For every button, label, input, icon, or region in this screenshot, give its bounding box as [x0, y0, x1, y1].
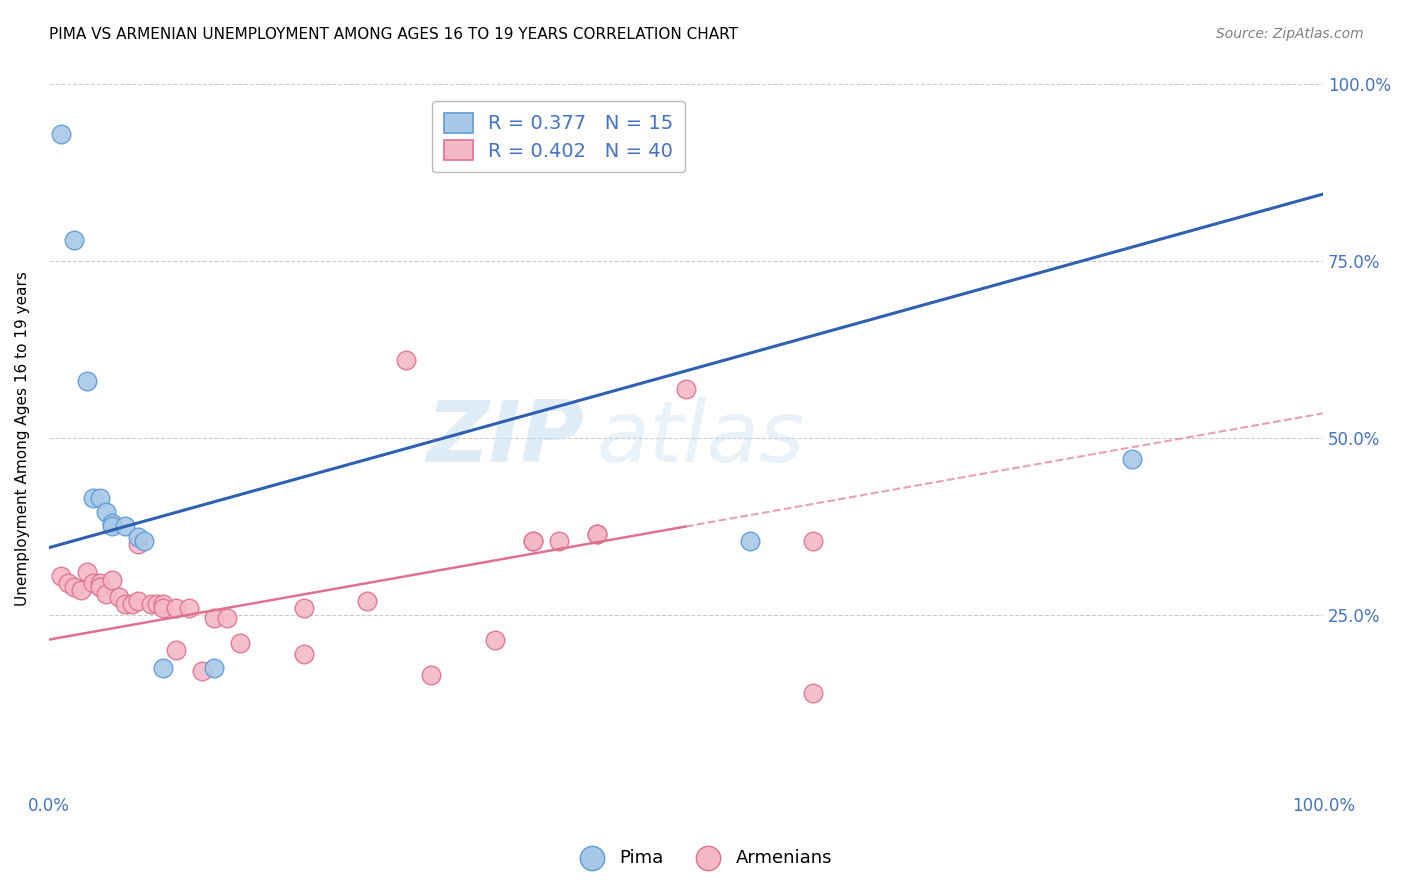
- Point: [121, 597, 143, 611]
- Point: [738, 533, 761, 548]
- Point: [585, 526, 607, 541]
- Point: [127, 530, 149, 544]
- Point: [51, 569, 73, 583]
- Y-axis label: Unemployment Among Ages 16 to 19 years: Unemployment Among Ages 16 to 19 years: [15, 270, 30, 606]
- Point: [229, 636, 252, 650]
- Point: [1121, 452, 1143, 467]
- Legend: Pima, Armenians: Pima, Armenians: [567, 842, 839, 874]
- Point: [165, 643, 187, 657]
- Point: [63, 580, 86, 594]
- Text: PIMA VS ARMENIAN UNEMPLOYMENT AMONG AGES 16 TO 19 YEARS CORRELATION CHART: PIMA VS ARMENIAN UNEMPLOYMENT AMONG AGES…: [49, 27, 738, 42]
- Point: [134, 533, 156, 548]
- Point: [394, 353, 416, 368]
- Point: [420, 668, 443, 682]
- Point: [127, 593, 149, 607]
- Point: [89, 580, 111, 594]
- Point: [522, 533, 544, 548]
- Text: Source: ZipAtlas.com: Source: ZipAtlas.com: [1216, 27, 1364, 41]
- Point: [101, 573, 124, 587]
- Point: [76, 375, 98, 389]
- Point: [94, 505, 117, 519]
- Point: [89, 491, 111, 506]
- Point: [675, 382, 697, 396]
- Point: [484, 632, 506, 647]
- Point: [204, 611, 226, 625]
- Point: [803, 533, 825, 548]
- Legend: R = 0.377   N = 15, R = 0.402   N = 40: R = 0.377 N = 15, R = 0.402 N = 40: [432, 101, 685, 172]
- Point: [101, 519, 124, 533]
- Point: [76, 566, 98, 580]
- Text: atlas: atlas: [596, 397, 804, 480]
- Point: [217, 611, 239, 625]
- Point: [63, 233, 86, 247]
- Point: [82, 491, 104, 506]
- Point: [69, 583, 91, 598]
- Point: [585, 526, 607, 541]
- Point: [803, 686, 825, 700]
- Point: [89, 576, 111, 591]
- Point: [146, 597, 169, 611]
- Point: [190, 665, 212, 679]
- Text: ZIP: ZIP: [426, 397, 583, 480]
- Point: [114, 597, 136, 611]
- Point: [152, 661, 174, 675]
- Point: [152, 600, 174, 615]
- Point: [152, 597, 174, 611]
- Point: [547, 533, 569, 548]
- Point: [82, 576, 104, 591]
- Point: [292, 600, 315, 615]
- Point: [101, 516, 124, 530]
- Point: [139, 597, 162, 611]
- Point: [165, 600, 187, 615]
- Point: [356, 593, 378, 607]
- Point: [177, 600, 200, 615]
- Point: [204, 661, 226, 675]
- Point: [292, 647, 315, 661]
- Point: [56, 576, 79, 591]
- Point: [114, 519, 136, 533]
- Point: [108, 591, 131, 605]
- Point: [94, 587, 117, 601]
- Point: [522, 533, 544, 548]
- Point: [127, 537, 149, 551]
- Point: [51, 127, 73, 141]
